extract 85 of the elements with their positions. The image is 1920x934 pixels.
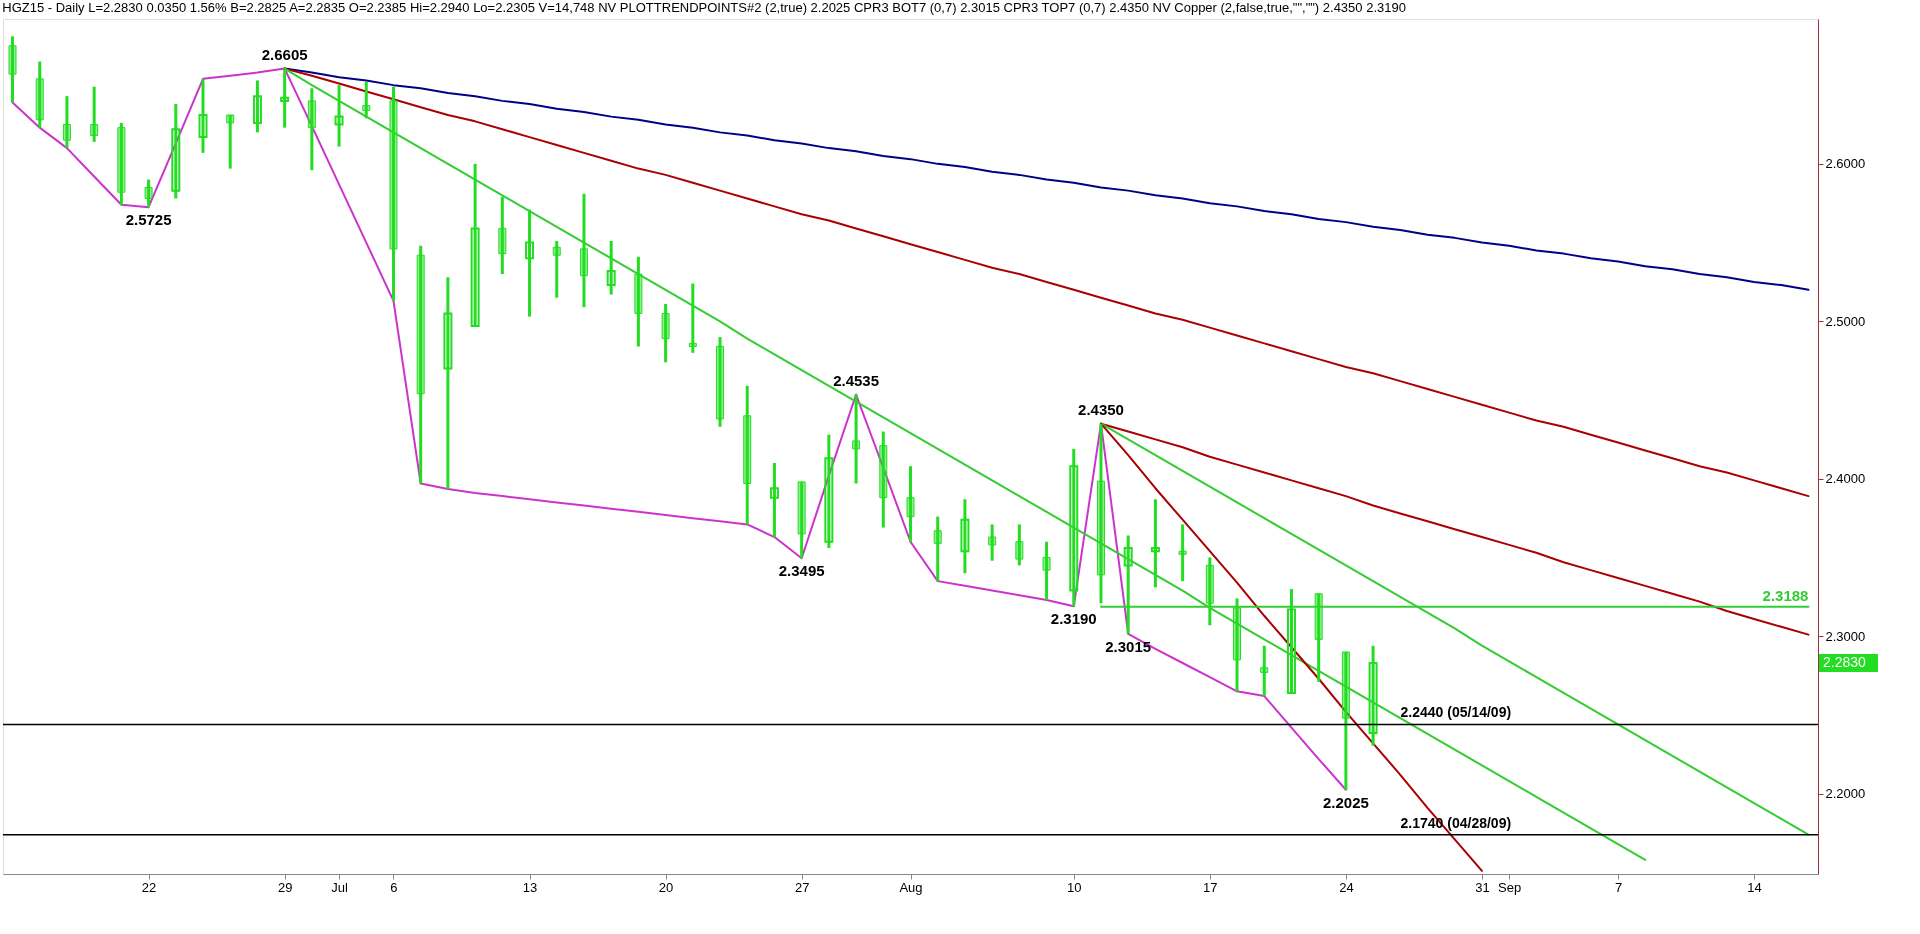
candlestick bbox=[852, 394, 861, 484]
candlestick bbox=[443, 277, 453, 490]
candlestick bbox=[226, 114, 235, 169]
chart-title: HGZ15 - Daily L=2.2830 0.0350 1.56% B=2.2825 A=2.2835 O=2.2385 Hi=2.2940 Lo=2.2305 V=14,748 NV PLOTTRENDPOINTS#2 (2,true) 2.2025 CPR3 BOT7 (0,7) 2.3015 CPR3 TOP7 (0,7) 2.4350 NV Copper (2,false,true,"","") 2.4350 2.3190 bbox=[2, 0, 1406, 15]
annotation: 2.3188 bbox=[1762, 586, 1809, 604]
annotation: 2.4350 bbox=[1078, 400, 1124, 418]
annotation: 2.6605 bbox=[261, 45, 308, 63]
candlestick bbox=[1286, 589, 1296, 694]
x-tick-label: 6 bbox=[390, 879, 398, 895]
candlestick bbox=[362, 81, 371, 120]
annotation: 2.4535 bbox=[833, 371, 880, 389]
x-tick-label: 24 bbox=[1339, 879, 1354, 895]
x-tick-label: 27 bbox=[794, 879, 810, 895]
candlestick bbox=[634, 255, 643, 347]
candlestick bbox=[606, 241, 616, 295]
candlestick bbox=[661, 304, 670, 363]
x-tick-label: Jul bbox=[331, 879, 348, 895]
x-tick-label: 10 bbox=[1067, 879, 1082, 895]
candlestick bbox=[1205, 557, 1214, 627]
y-tick-label: 2.5000 bbox=[1825, 313, 1866, 329]
candlestick bbox=[144, 179, 153, 209]
candlestick bbox=[579, 192, 588, 309]
x-tick-label: Sep bbox=[1498, 879, 1522, 895]
candlestick bbox=[933, 516, 942, 583]
candlestick bbox=[716, 337, 725, 427]
candlestick bbox=[743, 384, 752, 525]
candlestick bbox=[1233, 598, 1242, 692]
candlestick bbox=[252, 80, 262, 133]
candlestick bbox=[90, 86, 99, 142]
candlestick bbox=[988, 524, 997, 561]
candlestick bbox=[416, 245, 425, 484]
candlestick bbox=[960, 499, 970, 574]
annotation: 2.2025 bbox=[1322, 793, 1369, 811]
candlestick bbox=[62, 96, 71, 150]
text: 2.2830 bbox=[1823, 654, 1867, 671]
x-tick-label: 31 bbox=[1475, 879, 1490, 895]
x-tick-label: 29 bbox=[277, 879, 293, 895]
annotation: 2.5725 bbox=[125, 211, 172, 229]
candlestick bbox=[307, 88, 316, 172]
candlestick bbox=[171, 104, 181, 199]
candlestick bbox=[117, 121, 126, 205]
candlestick bbox=[389, 86, 398, 301]
candlestick bbox=[1123, 535, 1133, 634]
candlestick bbox=[824, 434, 834, 550]
candlestick bbox=[8, 36, 17, 103]
y-tick-label: 2.3000 bbox=[1825, 628, 1866, 644]
x-tick-label: 17 bbox=[1203, 879, 1218, 895]
candlestick bbox=[906, 466, 915, 542]
x-tick-label: 14 bbox=[1747, 879, 1762, 895]
candlestick bbox=[1260, 645, 1269, 698]
candlestick bbox=[525, 209, 535, 317]
line-series bbox=[11, 67, 1347, 791]
ref-line-label: 2.2440 (05/14/09) bbox=[1400, 704, 1512, 721]
x-tick-label: 13 bbox=[522, 879, 538, 895]
candlestick bbox=[1069, 447, 1079, 607]
x-tick-label: 7 bbox=[1614, 879, 1623, 895]
y-tick-label: 2.2000 bbox=[1825, 786, 1866, 802]
candlestick bbox=[1015, 524, 1024, 566]
candlestick bbox=[470, 162, 480, 328]
candlestick bbox=[797, 480, 806, 559]
candlestick bbox=[688, 283, 697, 353]
candlestick bbox=[280, 68, 290, 128]
candlestick bbox=[769, 463, 779, 539]
candlestick bbox=[198, 77, 208, 153]
annotation: 2.3015 bbox=[1105, 637, 1152, 655]
candlestick bbox=[1368, 645, 1378, 746]
y-tick-label: 2.4000 bbox=[1825, 471, 1866, 487]
x-tick-label: Aug bbox=[899, 879, 923, 895]
y-tick-label: 2.6000 bbox=[1825, 156, 1866, 172]
candlestick bbox=[1096, 423, 1105, 605]
candlestick bbox=[1341, 651, 1350, 790]
candlestick bbox=[498, 195, 507, 276]
candlestick bbox=[1314, 593, 1323, 682]
candlestick bbox=[552, 241, 561, 298]
candlestick bbox=[1042, 540, 1051, 601]
line-series bbox=[283, 67, 1810, 498]
annotation: 2.3190 bbox=[1050, 610, 1097, 628]
candlestick bbox=[1178, 524, 1187, 583]
candlestick bbox=[334, 85, 344, 147]
candlestick bbox=[35, 61, 44, 128]
candlestick bbox=[879, 431, 888, 528]
annotation: 2.3495 bbox=[778, 562, 825, 580]
candlestick bbox=[1150, 499, 1160, 588]
x-tick-label: 22 bbox=[141, 879, 157, 895]
x-tick-label: 20 bbox=[658, 879, 674, 895]
